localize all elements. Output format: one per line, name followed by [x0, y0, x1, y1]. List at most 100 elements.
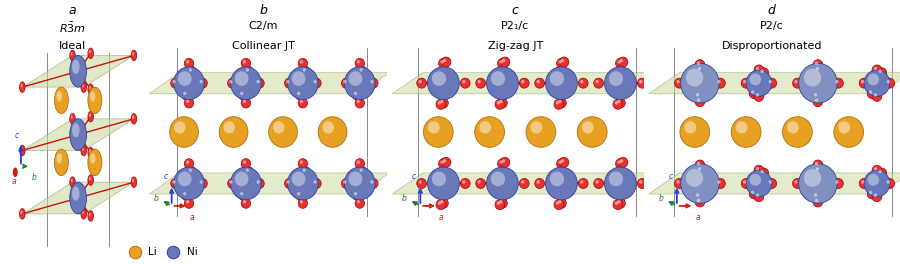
Circle shape: [864, 70, 890, 96]
Circle shape: [81, 82, 86, 92]
Circle shape: [616, 58, 625, 68]
Circle shape: [519, 178, 529, 188]
Circle shape: [479, 121, 491, 134]
Circle shape: [298, 198, 308, 208]
Circle shape: [370, 180, 374, 184]
Circle shape: [359, 68, 363, 72]
Circle shape: [497, 101, 500, 105]
Circle shape: [487, 167, 518, 200]
Circle shape: [54, 87, 68, 114]
Circle shape: [556, 98, 566, 108]
Circle shape: [751, 191, 754, 194]
Circle shape: [754, 91, 764, 101]
Circle shape: [189, 168, 192, 172]
Circle shape: [131, 114, 137, 124]
Circle shape: [72, 186, 79, 201]
Circle shape: [620, 59, 623, 62]
Text: Disproportionated: Disproportionated: [722, 41, 822, 51]
Circle shape: [72, 123, 79, 137]
Circle shape: [833, 78, 843, 88]
Circle shape: [742, 80, 746, 83]
Circle shape: [70, 114, 76, 124]
Circle shape: [90, 153, 95, 164]
Circle shape: [559, 157, 569, 167]
Circle shape: [838, 121, 850, 134]
Text: a: a: [12, 177, 17, 186]
Circle shape: [284, 78, 294, 88]
Circle shape: [273, 121, 284, 134]
Circle shape: [223, 121, 235, 134]
Polygon shape: [649, 173, 900, 194]
Circle shape: [356, 100, 360, 103]
Circle shape: [697, 98, 700, 102]
Circle shape: [301, 66, 310, 77]
Circle shape: [674, 178, 684, 188]
Circle shape: [695, 60, 705, 70]
Circle shape: [676, 180, 680, 184]
Circle shape: [356, 198, 364, 208]
Circle shape: [356, 98, 364, 108]
Text: c: c: [14, 131, 19, 140]
Circle shape: [637, 178, 647, 188]
Circle shape: [172, 80, 176, 83]
Circle shape: [436, 99, 446, 109]
Circle shape: [184, 98, 194, 108]
Circle shape: [550, 172, 564, 186]
Circle shape: [243, 100, 247, 103]
Circle shape: [184, 159, 194, 169]
Circle shape: [230, 67, 261, 100]
Polygon shape: [392, 173, 653, 194]
Circle shape: [868, 189, 877, 199]
Circle shape: [554, 99, 563, 109]
Circle shape: [300, 60, 303, 64]
Circle shape: [174, 121, 185, 134]
Circle shape: [814, 65, 824, 75]
Circle shape: [694, 91, 704, 101]
Circle shape: [256, 80, 260, 83]
Circle shape: [694, 191, 704, 202]
Circle shape: [21, 147, 22, 151]
Circle shape: [502, 59, 505, 62]
Circle shape: [286, 180, 290, 184]
Circle shape: [298, 98, 308, 108]
Circle shape: [579, 178, 588, 188]
Circle shape: [617, 200, 621, 204]
Circle shape: [352, 190, 362, 200]
Text: a: a: [439, 213, 444, 221]
Circle shape: [186, 200, 189, 204]
Circle shape: [88, 211, 94, 221]
Circle shape: [220, 117, 248, 147]
Circle shape: [500, 200, 503, 204]
Circle shape: [878, 69, 882, 73]
Text: c: c: [512, 4, 518, 17]
Polygon shape: [392, 73, 653, 94]
Circle shape: [868, 73, 879, 85]
Circle shape: [200, 180, 202, 184]
Circle shape: [814, 62, 818, 65]
Circle shape: [596, 180, 599, 184]
Circle shape: [88, 111, 94, 122]
Circle shape: [54, 149, 68, 176]
Circle shape: [695, 97, 705, 107]
Text: b: b: [32, 173, 37, 182]
Circle shape: [441, 57, 451, 67]
Circle shape: [72, 60, 79, 74]
Circle shape: [497, 201, 500, 205]
Circle shape: [241, 58, 250, 68]
Circle shape: [500, 60, 503, 64]
Circle shape: [500, 157, 510, 167]
Circle shape: [812, 91, 822, 101]
Circle shape: [742, 178, 751, 188]
Circle shape: [877, 68, 886, 78]
Circle shape: [767, 178, 777, 188]
Circle shape: [230, 80, 232, 83]
Polygon shape: [22, 182, 134, 214]
Circle shape: [71, 52, 73, 56]
Circle shape: [89, 149, 91, 153]
Circle shape: [760, 69, 764, 73]
Circle shape: [230, 167, 261, 200]
Circle shape: [356, 159, 364, 169]
Circle shape: [561, 59, 564, 62]
Circle shape: [530, 121, 543, 134]
Circle shape: [618, 57, 628, 67]
